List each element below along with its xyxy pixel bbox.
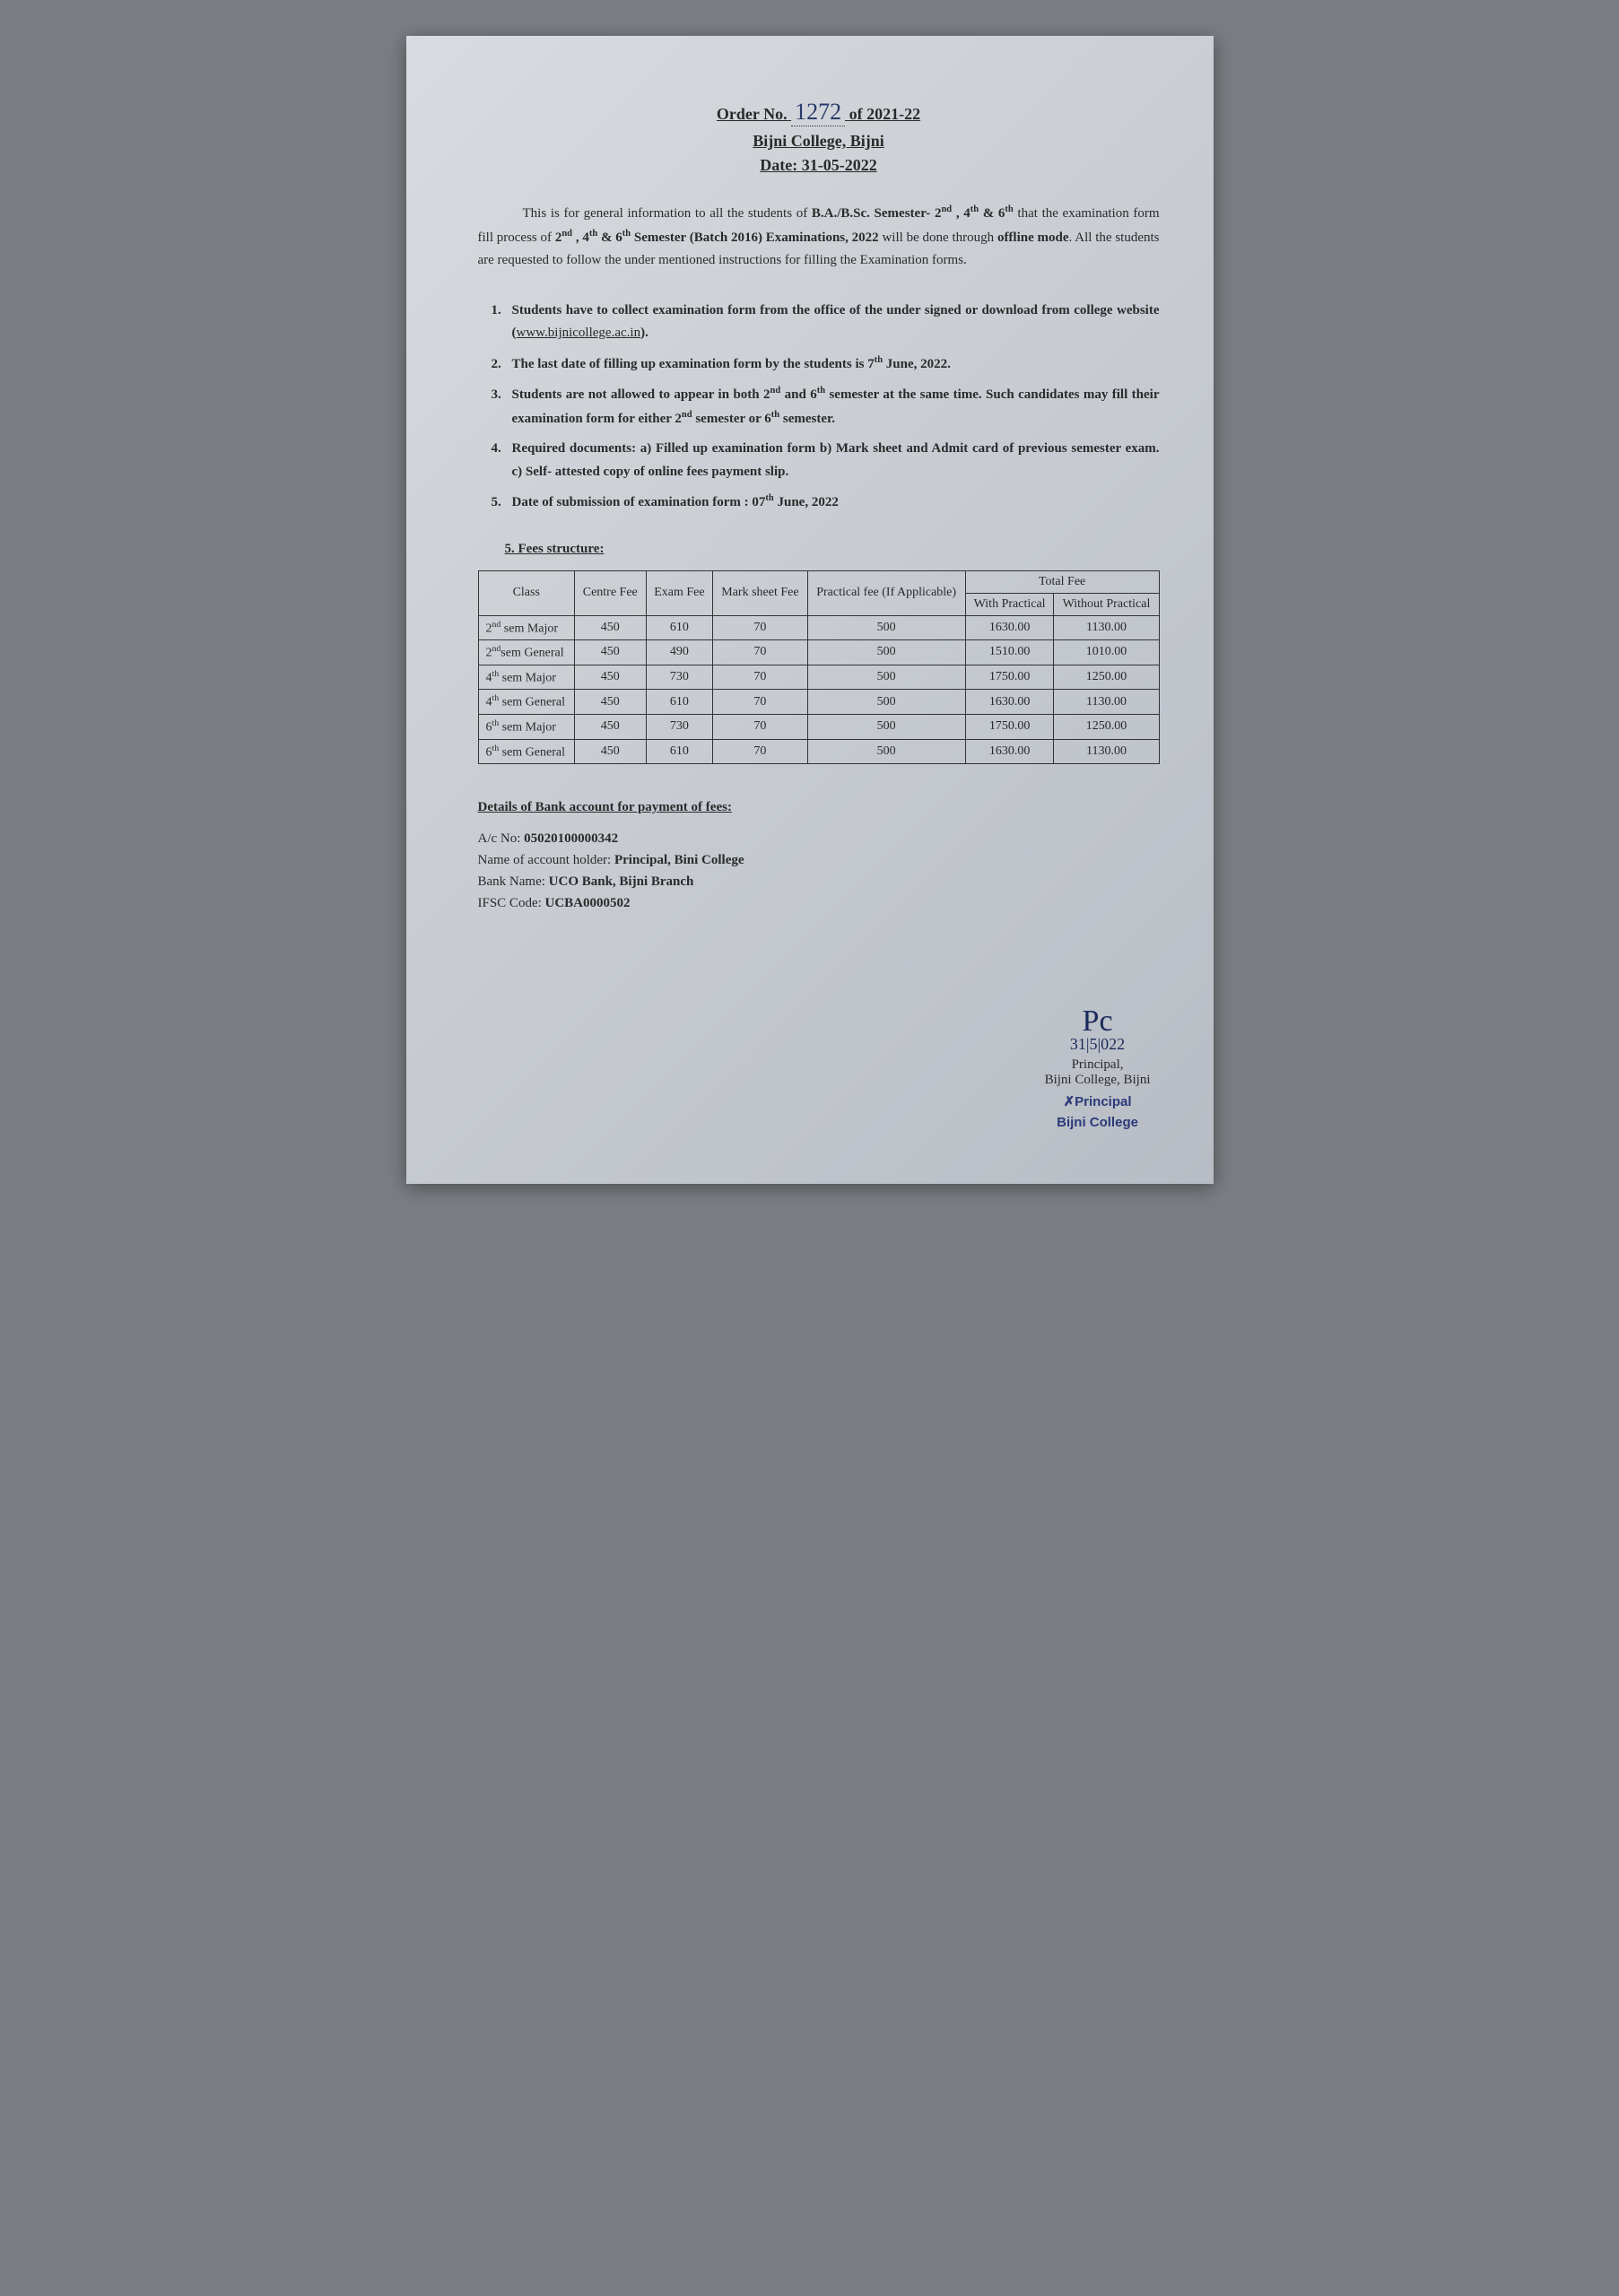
signature-date: 31|5|022 xyxy=(1045,1035,1151,1054)
fees-structure-heading: 5. Fees structure: xyxy=(505,542,1160,557)
order-suffix: of 2021-22 xyxy=(849,105,921,123)
bank-details-heading: Details of Bank account for payment of f… xyxy=(478,800,1160,815)
ifsc-code: UCBA0000502 xyxy=(545,896,631,910)
table-row: 2nd sem Major450610705001630.001130.00 xyxy=(478,615,1159,640)
cell-marksheet: 70 xyxy=(713,715,807,740)
cell-marksheet: 70 xyxy=(713,640,807,665)
instruction-item: Students have to collect examination for… xyxy=(505,300,1160,345)
col-marksheet-fee: Mark sheet Fee xyxy=(713,570,807,615)
table-row: 2ndsem General450490705001510.001010.00 xyxy=(478,640,1159,665)
cell-exam: 610 xyxy=(646,615,713,640)
cell-practical: 500 xyxy=(807,665,965,690)
cell-class: 4th sem Major xyxy=(478,665,575,690)
holder-label: Name of account holder: xyxy=(478,853,614,867)
cell-marksheet: 70 xyxy=(713,739,807,764)
cell-marksheet: 70 xyxy=(713,615,807,640)
cell-centre: 450 xyxy=(575,739,647,764)
order-prefix: Order No. xyxy=(717,105,788,123)
col-class: Class xyxy=(478,570,575,615)
cell-class: 4th sem General xyxy=(478,690,575,715)
cell-without: 1250.00 xyxy=(1054,665,1159,690)
bank-name: UCO Bank, Bijni Branch xyxy=(549,874,694,889)
instruction-item: The last date of filling up examination … xyxy=(505,352,1160,377)
table-row: 6th sem Major450730705001750.001250.00 xyxy=(478,715,1159,740)
ifsc-label: IFSC Code: xyxy=(478,896,545,910)
instruction-item: Date of submission of examination form :… xyxy=(505,491,1160,515)
college-name: Bijni College, Bijni xyxy=(478,132,1160,151)
instructions-list: Students have to collect examination for… xyxy=(505,300,1160,515)
col-practical-fee: Practical fee (If Applicable) xyxy=(807,570,965,615)
intro-paragraph: This is for general information to all t… xyxy=(478,202,1160,273)
cell-without: 1130.00 xyxy=(1054,615,1159,640)
cell-practical: 500 xyxy=(807,690,965,715)
table-row: 4th sem General450610705001630.001130.00 xyxy=(478,690,1159,715)
cell-without: 1130.00 xyxy=(1054,690,1159,715)
cell-exam: 730 xyxy=(646,665,713,690)
order-number-line: Order No. 1272 of 2021-22 xyxy=(478,99,1160,126)
bank-name-label: Bank Name: xyxy=(478,874,549,889)
table-row: 4th sem Major450730705001750.001250.00 xyxy=(478,665,1159,690)
cell-marksheet: 70 xyxy=(713,690,807,715)
signature-block: Pc 31|5|022 Principal, Bijni College, Bi… xyxy=(1045,1009,1151,1130)
document-page: Order No. 1272 of 2021-22 Bijni College,… xyxy=(406,36,1214,1184)
order-number-handwritten: 1272 xyxy=(791,99,845,126)
instruction-item: Required documents: a) Filled up examina… xyxy=(505,438,1160,483)
ac-no: 05020100000342 xyxy=(524,831,618,846)
cell-with: 1630.00 xyxy=(965,690,1054,715)
cell-centre: 450 xyxy=(575,690,647,715)
stamp-principal: ✗Principal xyxy=(1045,1093,1151,1109)
fees-table: Class Centre Fee Exam Fee Mark sheet Fee… xyxy=(478,570,1160,765)
document-header: Order No. 1272 of 2021-22 Bijni College,… xyxy=(478,99,1160,175)
cell-with: 1750.00 xyxy=(965,665,1054,690)
ac-no-label: A/c No: xyxy=(478,831,525,846)
cell-exam: 730 xyxy=(646,715,713,740)
stamp-college: Bijni College xyxy=(1045,1115,1151,1130)
cell-class: 6th sem Major xyxy=(478,715,575,740)
col-total-fee: Total Fee xyxy=(965,570,1159,593)
cell-with: 1510.00 xyxy=(965,640,1054,665)
col-with-practical: With Practical xyxy=(965,593,1054,615)
cell-with: 1750.00 xyxy=(965,715,1054,740)
cell-with: 1630.00 xyxy=(965,739,1054,764)
col-exam-fee: Exam Fee xyxy=(646,570,713,615)
cell-exam: 490 xyxy=(646,640,713,665)
cell-class: 2nd sem Major xyxy=(478,615,575,640)
col-centre-fee: Centre Fee xyxy=(575,570,647,615)
cell-centre: 450 xyxy=(575,640,647,665)
cell-class: 2ndsem General xyxy=(478,640,575,665)
holder-name: Principal, Bini College xyxy=(614,853,744,867)
col-without-practical: Without Practical xyxy=(1054,593,1159,615)
cell-centre: 450 xyxy=(575,665,647,690)
cell-practical: 500 xyxy=(807,615,965,640)
instruction-item: Students are not allowed to appear in bo… xyxy=(505,383,1160,430)
signature-scribble: Pc xyxy=(1045,1009,1151,1033)
cell-without: 1130.00 xyxy=(1054,739,1159,764)
cell-practical: 500 xyxy=(807,715,965,740)
cell-with: 1630.00 xyxy=(965,615,1054,640)
cell-practical: 500 xyxy=(807,640,965,665)
table-row: 6th sem General450610705001630.001130.00 xyxy=(478,739,1159,764)
cell-without: 1010.00 xyxy=(1054,640,1159,665)
cell-without: 1250.00 xyxy=(1054,715,1159,740)
cell-exam: 610 xyxy=(646,690,713,715)
fees-table-body: 2nd sem Major450610705001630.001130.002n… xyxy=(478,615,1159,764)
bank-details: A/c No: 05020100000342 Name of account h… xyxy=(478,828,1160,914)
cell-centre: 450 xyxy=(575,715,647,740)
cell-centre: 450 xyxy=(575,615,647,640)
date-line: Date: 31-05-2022 xyxy=(478,156,1160,175)
cell-exam: 610 xyxy=(646,739,713,764)
cell-class: 6th sem General xyxy=(478,739,575,764)
cell-marksheet: 70 xyxy=(713,665,807,690)
signature-title: Principal, xyxy=(1045,1057,1151,1073)
signature-college: Bijni College, Bijni xyxy=(1045,1073,1151,1088)
cell-practical: 500 xyxy=(807,739,965,764)
